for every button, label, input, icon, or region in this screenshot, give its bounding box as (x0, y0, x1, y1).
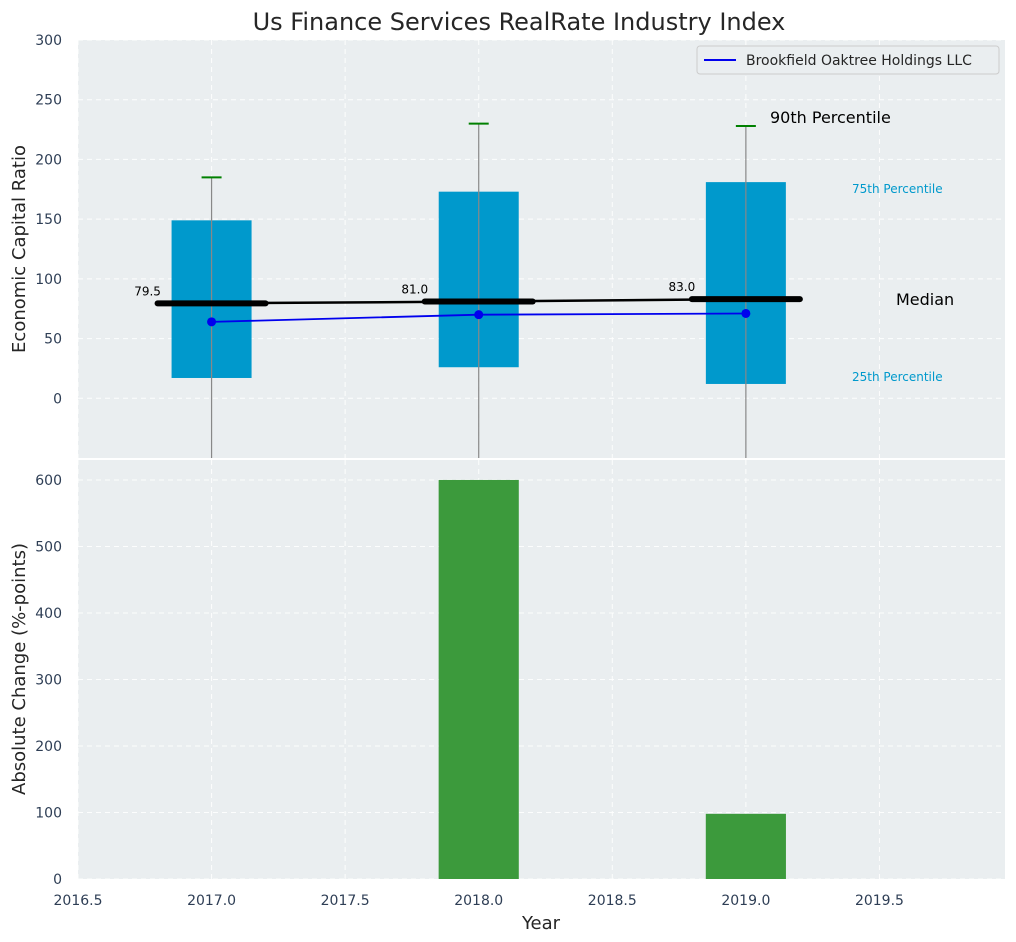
bottom-y-tick-label: 0 (53, 872, 62, 888)
median-value-label-2019: 83.0 (669, 280, 696, 294)
bottom-y-tick-label: 500 (35, 539, 62, 555)
change-bars (438, 479, 786, 879)
chart-title: Us Finance Services RealRate Industry In… (253, 8, 786, 36)
x-tick-label: 2017.0 (187, 893, 236, 909)
x-axis-label: Year (521, 913, 561, 934)
x-tick-label: 2018.5 (588, 893, 637, 909)
top-y-tick-label: 200 (35, 152, 62, 168)
median-value-label-2018: 81.0 (401, 283, 428, 297)
legend[interactable]: Brookfield Oaktree Holdings LLC (696, 45, 1000, 75)
bottom-y-tick-label: 100 (35, 805, 62, 821)
median-line (157, 297, 800, 305)
bottom-panel-background (78, 460, 1005, 879)
legend-box (696, 45, 1000, 75)
box-plot (154, 122, 803, 458)
change-bar-2019 (705, 813, 786, 879)
top-y-tick-label: 50 (44, 332, 62, 348)
bottom-y-ticks: 0 100 200 300 400 500 600 (35, 473, 62, 888)
top-y-tick-label: 0 (53, 391, 62, 407)
company-point-2017 (207, 317, 217, 327)
annotation-median: Median (896, 290, 954, 309)
annotation-25th-percentile: 25th Percentile (852, 370, 943, 384)
annotation-75th-percentile: 75th Percentile (852, 182, 943, 196)
x-tick-label: 2016.5 (54, 893, 103, 909)
bottom-grid (77, 460, 1005, 880)
legend-label-company: Brookfield Oaktree Holdings LLC (746, 53, 972, 69)
bottom-y-axis-label: Absolute Change (%-points) (9, 543, 30, 795)
top-y-tick-label: 150 (35, 212, 62, 228)
median-value-label-2017: 79.5 (134, 284, 161, 298)
top-y-tick-label: 300 (35, 33, 62, 49)
top-y-tick-label: 250 (35, 93, 62, 109)
bottom-x-ticks: 2016.5 2017.0 2017.5 2018.0 2018.5 2019.0 2019… (54, 893, 904, 909)
company-point-2018 (474, 310, 484, 320)
top-y-tick-label: 100 (35, 272, 62, 288)
company-series (207, 308, 751, 327)
x-tick-label: 2019.5 (855, 893, 904, 909)
annotation-90th-percentile: 90th Percentile (770, 108, 891, 127)
median-labels: 79.5 81.0 83.0 (134, 280, 695, 298)
top-y-axis-label: Economic Capital Ratio (9, 145, 30, 353)
top-y-ticks: 0 50 100 150 200 250 300 (35, 33, 62, 407)
median-trend-line (157, 297, 800, 305)
x-tick-label: 2018.0 (454, 893, 503, 909)
bottom-y-tick-label: 300 (35, 672, 62, 688)
change-bar-2018 (438, 479, 519, 879)
bottom-y-tick-label: 400 (35, 606, 62, 622)
x-tick-label: 2019.0 (721, 893, 770, 909)
bottom-y-tick-label: 200 (35, 739, 62, 755)
x-tick-label: 2017.5 (321, 893, 370, 909)
bottom-y-tick-label: 600 (35, 473, 62, 489)
company-point-2019 (741, 308, 751, 318)
